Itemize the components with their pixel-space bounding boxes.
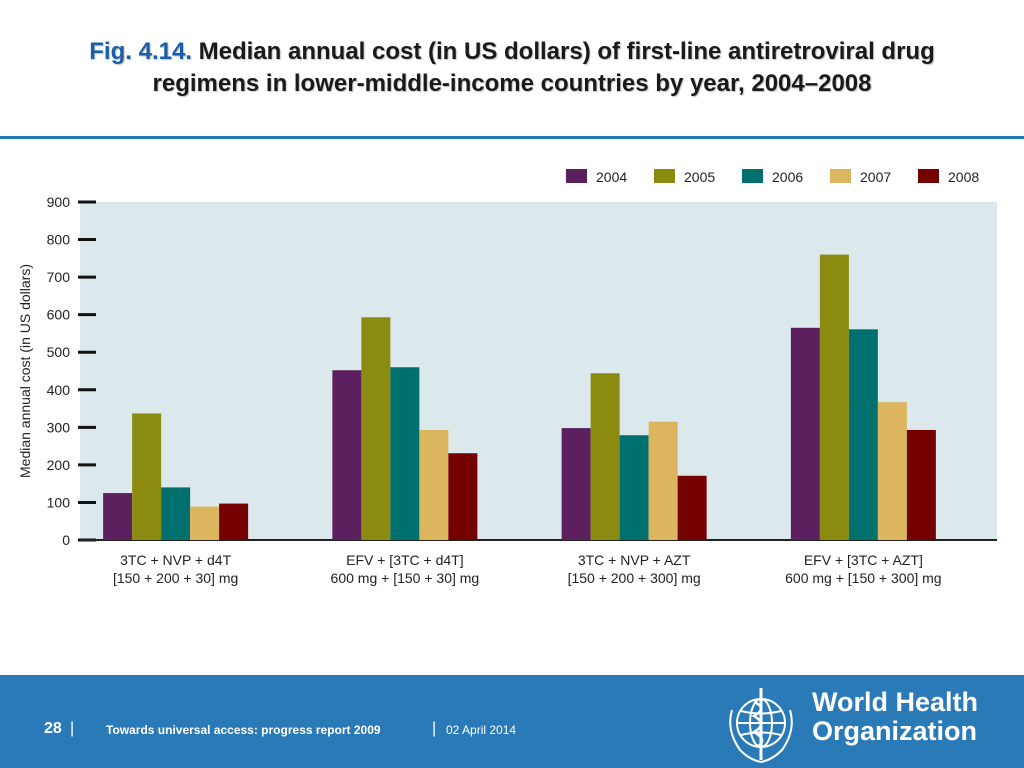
- bars-group: [103, 254, 936, 541]
- y-tick-label: 200: [47, 457, 71, 473]
- bar-2004-1: [332, 370, 362, 540]
- bar-2006-0: [161, 487, 191, 540]
- y-tick-label: 100: [47, 494, 71, 510]
- report-title: Towards universal access: progress repor…: [106, 723, 381, 737]
- legend-label-2007: 2007: [860, 169, 891, 185]
- legend-swatch-2007: [830, 169, 851, 183]
- y-tick-label: 500: [47, 344, 71, 360]
- x-axis-labels: 3TC + NVP + d4T [150 + 200 + 30] mg EFV + …: [113, 552, 942, 586]
- bar-2004-0: [103, 493, 133, 540]
- slide-title: Fig. 4.14. Median annual cost (in US dol…: [0, 36, 1024, 100]
- org-line-1: World Health: [812, 687, 979, 717]
- y-tick-label: 0: [62, 532, 70, 548]
- figure-label: Fig. 4.14.: [89, 38, 192, 65]
- y-tick-label: 800: [47, 232, 71, 248]
- bar-2006-3: [848, 329, 878, 540]
- x-category-label: 3TC + NVP + AZT: [578, 552, 691, 568]
- bar-2005-0: [132, 413, 162, 540]
- footer-separator-2: |: [432, 720, 437, 737]
- y-tick-label: 600: [47, 307, 71, 323]
- y-axis-label: Median annual cost (in US dollars): [17, 264, 33, 478]
- legend-swatch-2004: [566, 169, 587, 183]
- bar-2007-0: [190, 506, 220, 540]
- y-axis: 0 100 200 300 400 500 600 700 800 900: [47, 194, 96, 548]
- page-number: 28: [44, 720, 62, 737]
- y-tick-label: 400: [47, 382, 71, 398]
- x-category-label: EFV + [3TC + d4T]: [346, 552, 464, 568]
- legend-swatch-2006: [742, 169, 763, 183]
- footer-bar: [0, 675, 1024, 768]
- x-category-dose: 600 mg + [150 + 300] mg: [785, 570, 941, 586]
- bar-2004-2: [561, 428, 591, 540]
- bar-2005-3: [819, 254, 849, 541]
- y-tick-label: 700: [47, 269, 71, 285]
- legend-label-2004: 2004: [596, 169, 627, 185]
- footer-separator: |: [70, 720, 75, 737]
- title-text-1: Median annual cost (in US dollars) of fi…: [198, 38, 935, 65]
- legend-label-2008: 2008: [948, 169, 979, 185]
- bar-2004-3: [790, 327, 820, 540]
- x-category-dose: 600 mg + [150 + 30] mg: [331, 570, 480, 586]
- x-category-label: EFV + [3TC + AZT]: [804, 552, 923, 568]
- legend-label-2005: 2005: [684, 169, 715, 185]
- title-line-1: Fig. 4.14. Median annual cost (in US dol…: [0, 36, 1024, 68]
- legend-swatch-2008: [918, 169, 939, 183]
- bar-2008-0: [219, 503, 249, 540]
- bar-2008-3: [906, 429, 936, 540]
- x-category-dose: [150 + 200 + 300] mg: [568, 570, 701, 586]
- x-category-label: 3TC + NVP + d4T: [120, 552, 231, 568]
- bar-2006-2: [619, 435, 649, 540]
- bar-2007-2: [648, 421, 678, 540]
- title-line-2: regimens in lower-middle-income countrie…: [152, 70, 872, 97]
- x-category-dose: [150 + 200 + 30] mg: [113, 570, 238, 586]
- bar-chart: 0 100 200 300 400 500 600 700 800 900 3TC + NVP +…: [17, 169, 997, 586]
- title-divider: [0, 136, 1024, 139]
- bar-2008-2: [677, 475, 707, 540]
- who-org-name: World Health Organization: [812, 688, 978, 746]
- y-tick-label: 300: [47, 419, 71, 435]
- legend: 2004 2005 2006 2007 2008: [566, 169, 979, 185]
- bar-2007-1: [419, 429, 449, 540]
- bar-2005-1: [361, 317, 391, 540]
- footer-date: 02 April 2014: [446, 723, 517, 737]
- y-tick-label: 900: [47, 194, 71, 210]
- org-line-2: Organization: [812, 716, 978, 746]
- bar-2005-2: [590, 373, 620, 540]
- legend-swatch-2005: [654, 169, 675, 183]
- bar-2008-1: [448, 453, 478, 540]
- bar-2007-3: [877, 402, 907, 540]
- legend-label-2006: 2006: [772, 169, 803, 185]
- bar-2006-1: [390, 367, 420, 540]
- who-emblem-icon: [729, 688, 793, 763]
